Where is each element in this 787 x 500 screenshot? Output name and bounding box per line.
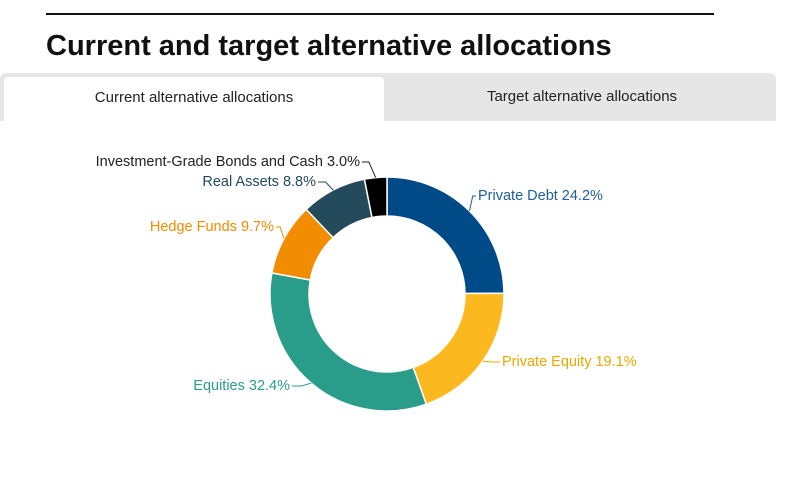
slice-label: Real Assets 8.8% (202, 174, 316, 190)
slice-label-name: Investment-Grade Bonds and Cash (96, 154, 323, 170)
leader-line (362, 161, 377, 178)
leader-line (468, 195, 476, 212)
header-rule (46, 13, 714, 15)
slice-label-value: 24.2% (562, 188, 603, 204)
donut-slice (363, 176, 388, 219)
slice-label: Equities 32.4% (193, 378, 290, 394)
slice-label-name: Real Assets (202, 174, 279, 190)
slice-label-name: Private Debt (478, 188, 558, 204)
leader-line (318, 181, 334, 191)
slice-label-value: 8.8% (283, 174, 316, 190)
slice-label: Private Equity 19.1% (502, 354, 637, 370)
page-title: Current and target alternative allocatio… (46, 30, 612, 62)
slice-label-name: Hedge Funds (150, 219, 237, 235)
slice-label-name: Equities (193, 378, 245, 394)
tab-bar: Current alternative allocations Target a… (0, 73, 776, 121)
slice-label-value: 9.7% (241, 219, 274, 235)
slice-label-name: Private Equity (502, 354, 592, 370)
leader-line (482, 360, 500, 363)
slice-label-value: 3.0% (327, 154, 360, 170)
leader-line (292, 382, 312, 387)
donut-slice (412, 292, 505, 406)
slice-label: Private Debt 24.2% (478, 188, 603, 204)
slice-label: Hedge Funds 9.7% (150, 219, 274, 235)
tab[interactable]: Target alternative allocations (486, 88, 678, 105)
slice-label-value: 19.1% (595, 354, 636, 370)
slice-label: Investment-Grade Bonds and Cash 3.0% (96, 154, 360, 170)
slice-label-value: 32.4% (249, 378, 290, 394)
donut-slice (269, 272, 428, 412)
tab[interactable]: Current alternative allocations (4, 77, 384, 121)
leader-line (276, 226, 285, 239)
